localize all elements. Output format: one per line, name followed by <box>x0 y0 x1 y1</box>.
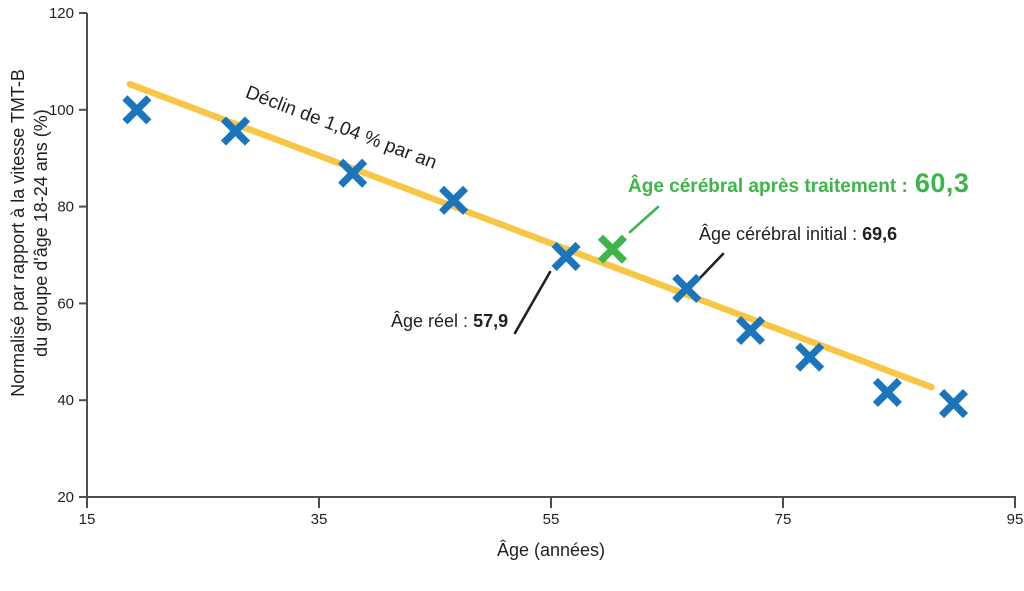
x-tick-label: 55 <box>543 511 560 528</box>
y-tick-label: 120 <box>49 5 74 22</box>
data-point-marker <box>872 377 902 408</box>
trend-line <box>126 80 935 391</box>
data-point-marker <box>122 95 152 125</box>
real-age-pointer-line <box>513 270 552 335</box>
x-tick-label: 35 <box>311 511 328 528</box>
data-point-marker <box>338 158 368 188</box>
data-point-marker <box>220 116 251 146</box>
x-tick-label: 75 <box>775 511 792 528</box>
real-age-value: 57,9 <box>473 311 509 331</box>
y-tick-label: 40 <box>57 392 74 409</box>
y-axis-title: Normalisé par rapport à la vitesse TMT-B… <box>7 13 53 453</box>
treated-brain-age-value: 60,3 <box>914 168 970 198</box>
y-tick-label: 80 <box>57 199 74 216</box>
annotation-treated-brain-age: Âge cérébral après traitement : 60,3 <box>628 168 969 199</box>
x-tick-label: 95 <box>1007 511 1024 528</box>
treated-point-marker <box>597 234 628 264</box>
data-point-marker <box>551 241 581 271</box>
y-tick-label: 20 <box>57 489 74 506</box>
x-tick-label: 15 <box>79 511 96 528</box>
y-tick-label: 60 <box>57 295 74 312</box>
initial-brain-age-label: Âge cérébral initial : <box>699 224 858 244</box>
data-point-marker <box>735 315 766 346</box>
data-point-marker <box>938 389 969 419</box>
y-axis-title-line2: du groupe d'âge 18-24 ans (%) <box>31 109 51 357</box>
data-point-marker <box>439 185 469 215</box>
y-axis-title-line1: Normalisé par rapport à la vitesse TMT-B <box>8 69 28 397</box>
initial-brain-age-value: 69,6 <box>862 224 898 244</box>
x-axis-title: Âge (années) <box>496 540 606 560</box>
y-tick-label: 100 <box>49 102 74 119</box>
annotation-real-age: Âge réel :57,9 <box>391 311 508 332</box>
initial-brain-age-pointer-line <box>698 252 725 280</box>
data-point-marker <box>672 273 702 303</box>
treated-brain-age-pointer-line <box>628 205 660 234</box>
annotation-initial-brain-age: Âge cérébral initial :69,6 <box>699 224 897 245</box>
data-point-marker <box>795 342 825 372</box>
real-age-label: Âge réel : <box>391 311 469 331</box>
treated-brain-age-label: Âge cérébral après traitement : <box>628 176 908 197</box>
